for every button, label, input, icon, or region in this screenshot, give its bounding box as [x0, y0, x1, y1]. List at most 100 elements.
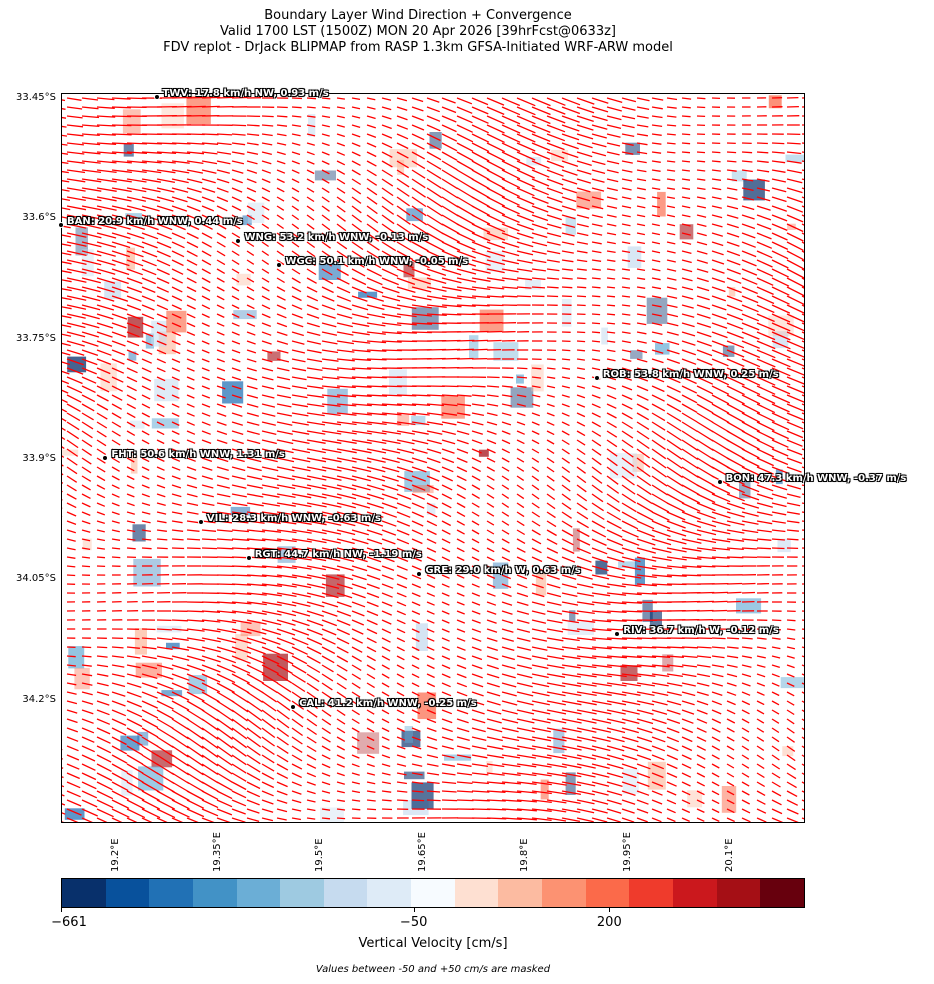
wind-vector [576, 664, 597, 669]
wind-vector [696, 160, 706, 163]
wind-vector [216, 439, 228, 445]
wind-vector [381, 106, 392, 111]
wind-vector [306, 160, 315, 165]
wind-vector [246, 790, 261, 798]
wind-vector [486, 250, 506, 258]
station-marker[interactable] [416, 571, 423, 578]
wind-vector [231, 493, 247, 498]
wind-vector [396, 790, 408, 793]
wind-vector [591, 169, 606, 175]
wind-vector [471, 646, 482, 652]
wind-vector [546, 133, 566, 142]
wind-vector [366, 349, 387, 352]
station-marker[interactable] [716, 479, 723, 486]
wind-vector [186, 412, 195, 417]
wind-vector [771, 700, 780, 706]
wind-vector [366, 682, 375, 689]
wind-vector [141, 736, 159, 748]
wind-vector [246, 637, 267, 645]
wind-vector [231, 700, 249, 713]
wind-vector [786, 385, 804, 394]
wind-vector [621, 133, 635, 138]
wind-vector [426, 565, 436, 571]
wind-vector [546, 520, 557, 528]
wind-vector [231, 376, 242, 381]
wind-vector [501, 187, 520, 198]
wind-vector [81, 763, 96, 771]
station-marker[interactable] [153, 94, 160, 100]
wind-vector [156, 700, 174, 710]
wind-vector [321, 691, 333, 700]
wind-vector [381, 205, 395, 215]
wind-vector [561, 151, 579, 159]
convergence-patch [389, 369, 407, 396]
wind-vector [576, 574, 593, 580]
station-marker[interactable] [276, 262, 283, 269]
wind-vector [291, 646, 308, 655]
wind-vector [591, 439, 602, 447]
wind-vector [591, 421, 602, 428]
wind-vector [381, 151, 393, 158]
convergence-patch [679, 224, 694, 240]
wind-vector [186, 151, 205, 155]
wind-vector [231, 367, 241, 372]
wind-vector [561, 493, 571, 501]
station-marker[interactable] [245, 555, 252, 562]
wind-vector [681, 727, 694, 734]
wind-vector [381, 700, 390, 706]
wind-vector [531, 727, 551, 733]
station-marker[interactable] [614, 631, 621, 638]
wind-vector [291, 538, 312, 543]
wind-vector [516, 529, 526, 536]
wind-vector [456, 394, 472, 397]
wind-vector [711, 232, 723, 237]
wind-vector [171, 457, 181, 462]
wind-vector [456, 439, 469, 445]
wind-vector [141, 511, 151, 515]
wind-vector [246, 367, 257, 372]
wind-vector [771, 799, 782, 806]
wind-vector [576, 196, 591, 202]
wind-vector [96, 178, 117, 183]
wind-vector [111, 313, 128, 320]
wind-vector [276, 142, 287, 146]
wind-vector [246, 457, 262, 463]
wind-vector [321, 160, 330, 165]
wind-vector [666, 178, 676, 181]
convergence-patch [242, 215, 252, 226]
wind-vector [351, 214, 362, 223]
wind-vector [111, 655, 124, 659]
wind-vector [111, 718, 127, 726]
wind-vector [621, 340, 631, 344]
wind-vector [756, 367, 776, 377]
wind-vector [321, 358, 339, 362]
wind-vector [606, 484, 620, 494]
station-marker[interactable] [290, 703, 297, 710]
convergence-patch [469, 335, 479, 359]
wind-vector [246, 772, 261, 781]
wind-vector [411, 187, 426, 198]
station-marker[interactable] [58, 222, 64, 229]
wind-vector [696, 412, 714, 424]
wind-vector [396, 754, 406, 759]
wind-vector [726, 250, 741, 257]
wind-vector [231, 277, 240, 283]
wind-vector [621, 646, 642, 649]
wind-vector [561, 745, 582, 751]
convergence-patch [401, 730, 421, 748]
wind-vector [186, 727, 204, 740]
wind-vector [306, 385, 324, 389]
wind-vector [366, 556, 382, 563]
wind-vector [81, 349, 99, 357]
wind-vector [441, 286, 462, 292]
station-marker[interactable] [102, 455, 109, 461]
station-marker[interactable] [235, 238, 242, 245]
station-marker[interactable] [197, 519, 204, 526]
wind-vector [726, 196, 738, 201]
wind-vector [381, 421, 402, 426]
station-marker[interactable] [593, 374, 600, 381]
wind-vector [171, 718, 190, 730]
wind-vector [81, 394, 96, 403]
wind-vector [336, 484, 357, 491]
wind-vector [606, 781, 623, 788]
